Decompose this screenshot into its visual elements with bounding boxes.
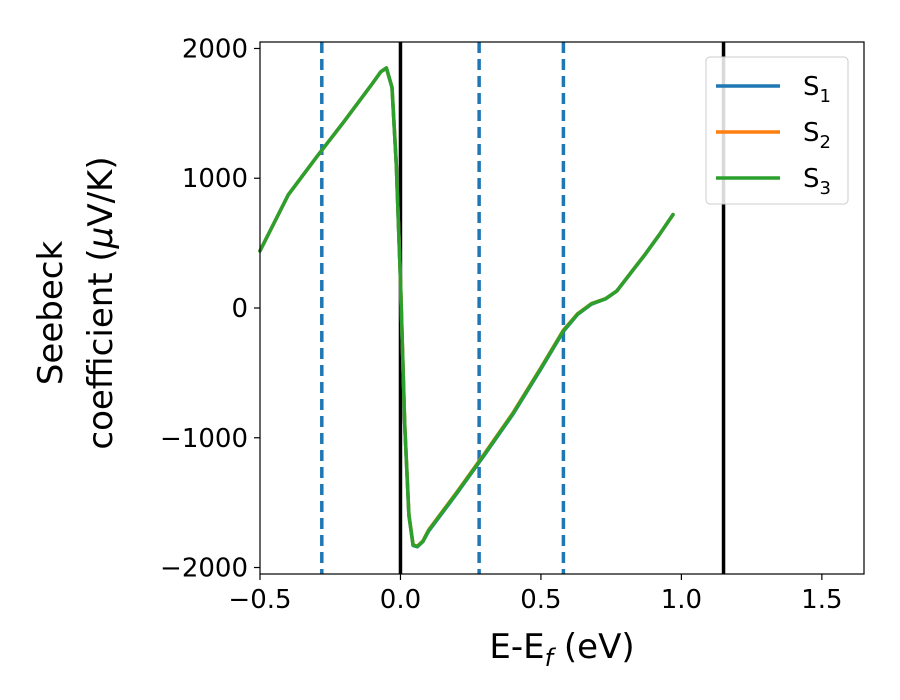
- y-tick-label: 0: [231, 294, 248, 324]
- legend-label-3: S3: [803, 164, 831, 199]
- x-tick-label: 1.0: [661, 585, 702, 615]
- x-tick-label: −0.5: [228, 585, 291, 615]
- y-tick-label: −1000: [160, 424, 248, 454]
- reference-lines: [320, 42, 726, 574]
- x-tick-label: 0.5: [520, 585, 561, 615]
- x-tick-label: 0.0: [380, 585, 421, 615]
- y-axis-label-line1: Seebeck: [31, 241, 71, 386]
- y-tick-label: 1000: [182, 164, 248, 194]
- y-tick-label: −2000: [160, 554, 248, 584]
- y-axis-label: Seebeck coefficient (μV/K): [31, 156, 121, 449]
- x-axis-label: E-Ef (eV): [489, 627, 634, 672]
- series-lines: [258, 66, 675, 549]
- legend-label-2: S2: [803, 118, 831, 153]
- x-tick-label: 1.5: [801, 585, 842, 615]
- y-tick-label: 2000: [182, 34, 248, 64]
- series-line-3: [258, 66, 675, 549]
- axis-ticks: −0.5 0.0 0.5 1.0 1.5 −2000 −1000 0 1000 2000: [160, 34, 842, 615]
- legend-label-1: S1: [803, 72, 831, 107]
- y-axis-label-line2: coefficient (μV/K): [81, 156, 121, 449]
- legend: S1 S2 S3: [705, 56, 849, 205]
